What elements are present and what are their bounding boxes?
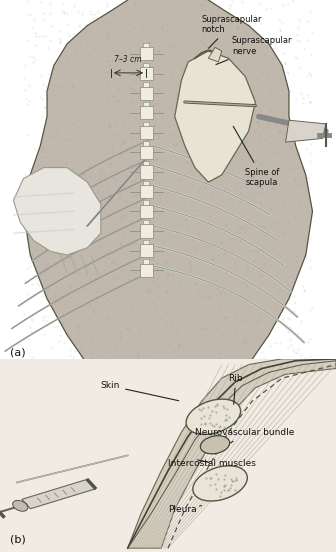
Bar [143,240,149,244]
Bar [140,264,153,277]
Bar [143,141,149,146]
Text: (a): (a) [10,347,26,357]
Bar [140,87,153,100]
Bar [140,166,153,178]
Bar [140,225,153,237]
Bar [143,220,149,225]
Bar [140,47,153,61]
Polygon shape [128,359,336,548]
Ellipse shape [13,501,28,511]
Polygon shape [175,51,255,182]
Polygon shape [286,120,326,142]
Bar [140,126,153,139]
Text: Spine of
scapula: Spine of scapula [233,126,280,187]
Bar [143,43,149,47]
Bar [143,121,149,126]
Bar [143,259,149,264]
Bar [143,82,149,87]
Ellipse shape [186,399,241,434]
Bar [140,107,153,119]
Text: Suprascapular
notch: Suprascapular notch [202,14,262,48]
Bar [140,185,153,198]
Bar [143,161,149,166]
Bar [140,244,153,257]
Bar [140,146,153,159]
Ellipse shape [200,436,230,454]
Text: Pleura: Pleura [168,505,202,514]
Text: (b): (b) [10,534,26,544]
Text: 7–3 cm: 7–3 cm [114,55,141,64]
Text: Intercostal muscles: Intercostal muscles [168,459,256,468]
Text: Skin: Skin [101,381,179,401]
Bar [143,200,149,205]
Polygon shape [22,479,96,509]
Text: Neurovascular bundle: Neurovascular bundle [195,428,294,443]
Bar [143,102,149,107]
Polygon shape [13,168,101,255]
Polygon shape [208,47,222,62]
Bar [143,181,149,185]
Ellipse shape [193,466,247,501]
Polygon shape [24,0,312,364]
Bar [143,63,149,67]
Bar [140,205,153,218]
Text: Suprascapular
nerve: Suprascapular nerve [216,36,292,65]
Text: Rib: Rib [228,374,243,404]
Bar [140,67,153,80]
